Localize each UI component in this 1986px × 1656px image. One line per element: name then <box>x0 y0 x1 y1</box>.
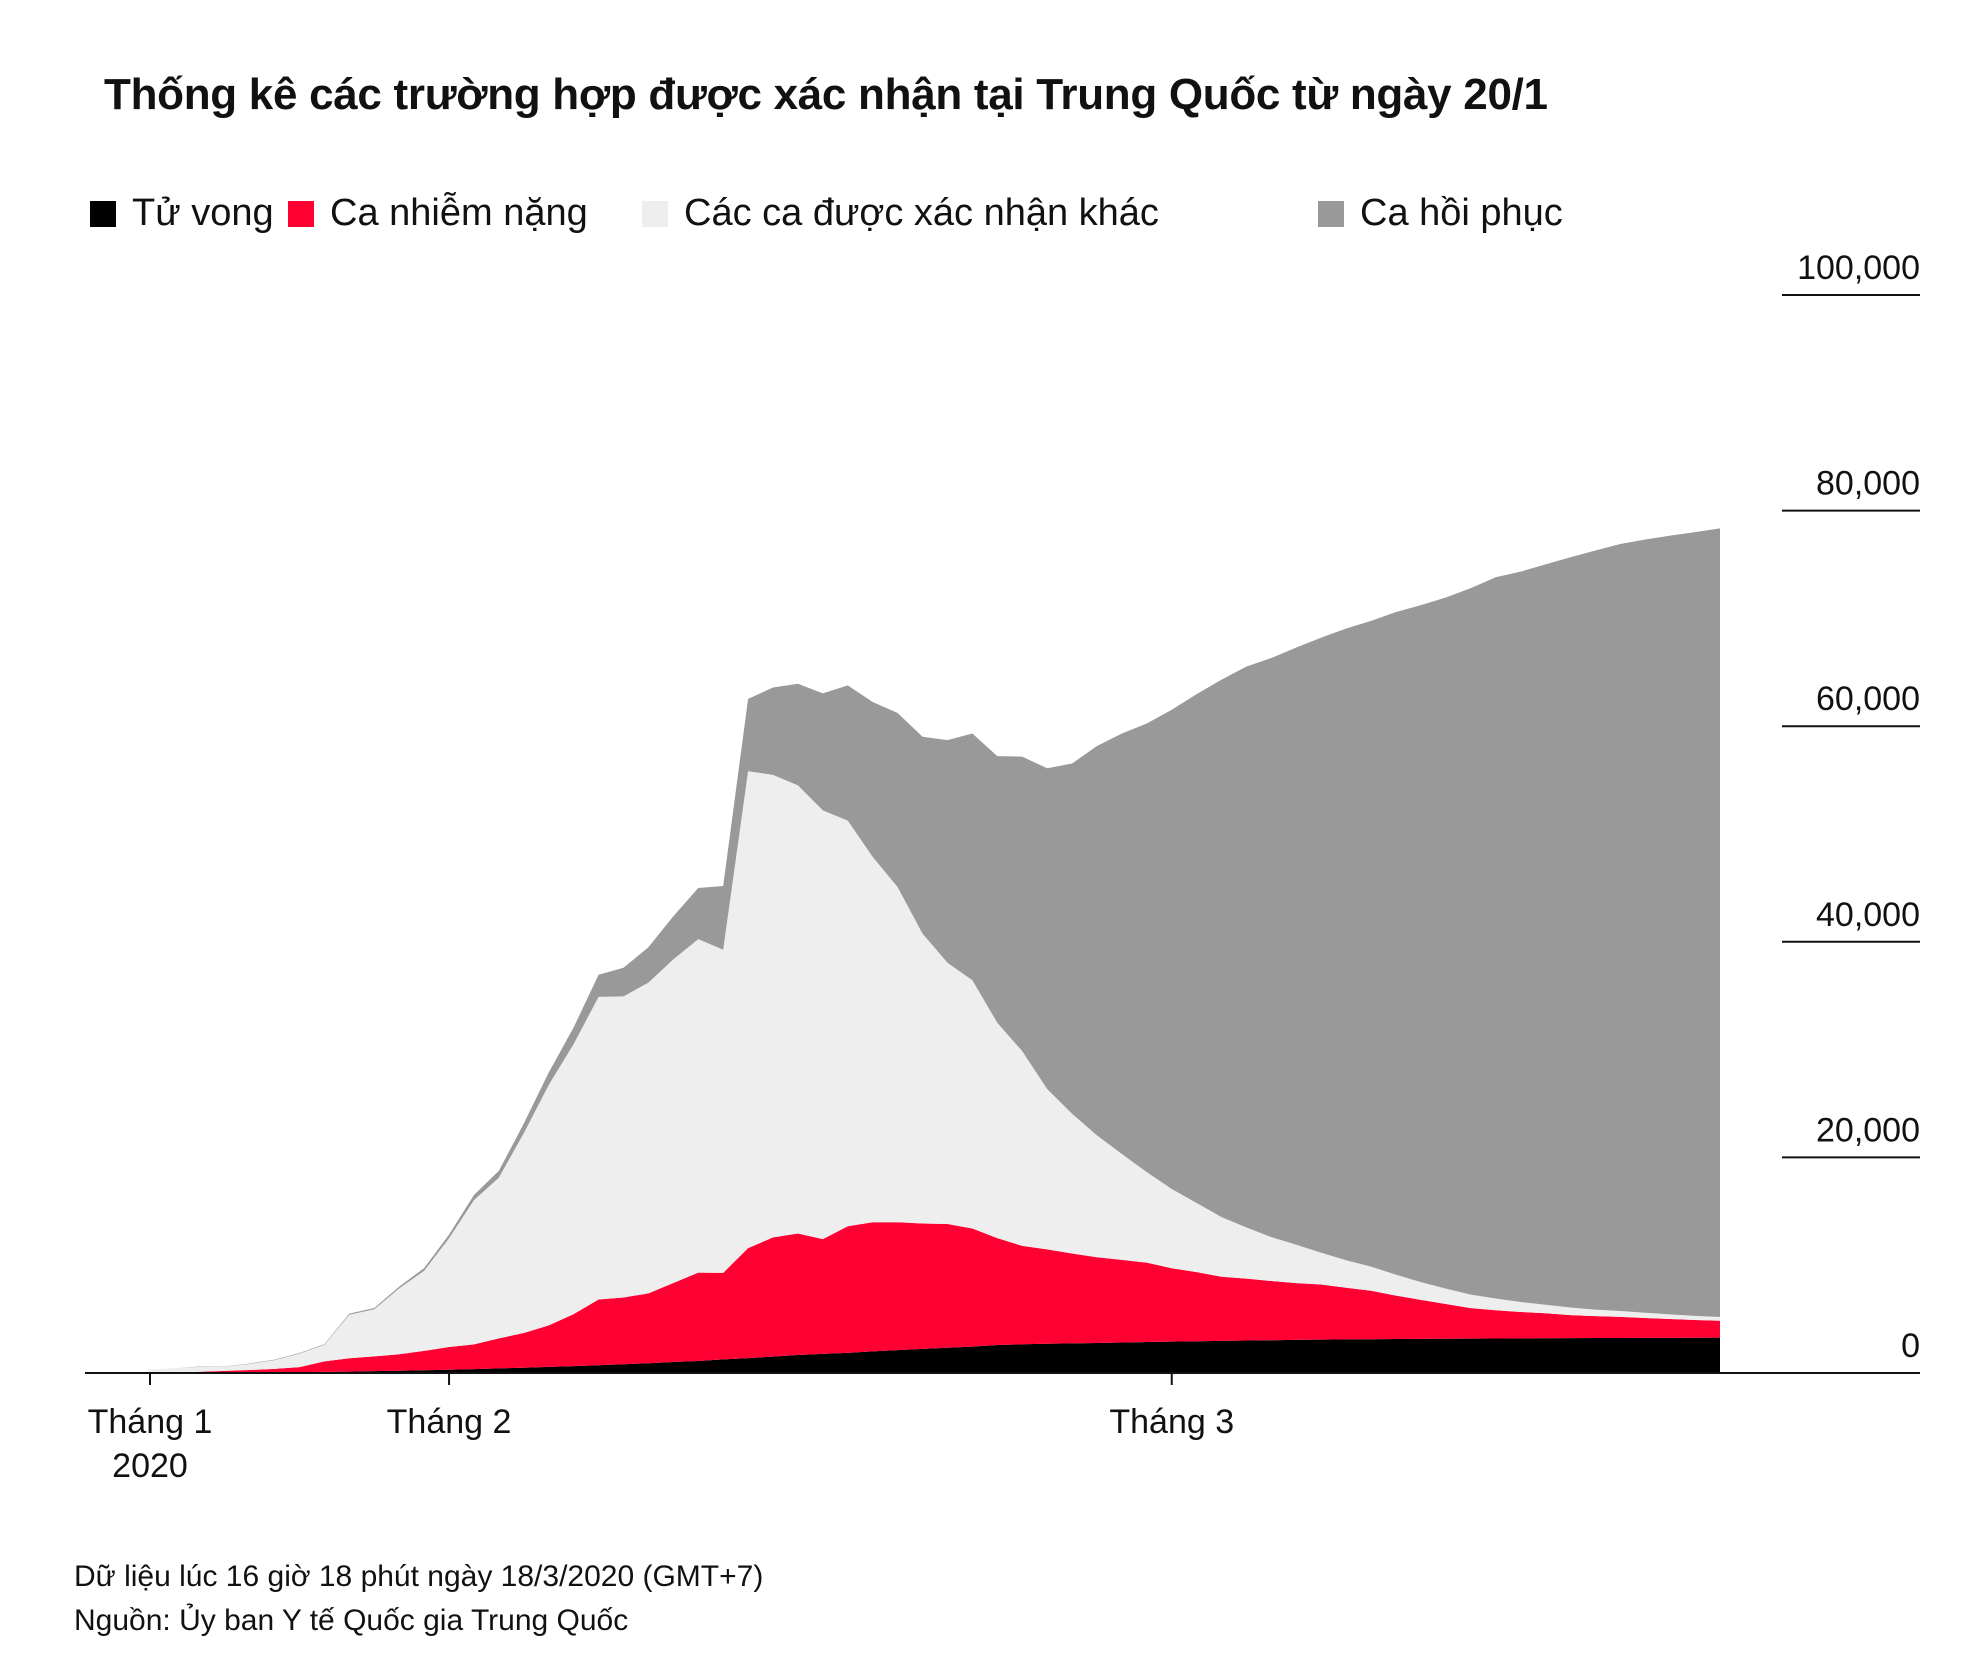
legend-swatch-recovered <box>1318 200 1344 227</box>
footer-source: Nguồn: Ủy ban Y tế Quốc gia Trung Quốc <box>74 1604 629 1637</box>
footer-note: Dữ liệu lúc 16 giờ 18 phút ngày 18/3/202… <box>74 1560 764 1593</box>
y-tick-label: 80,000 <box>1816 465 1920 503</box>
area-severe <box>150 1222 1720 1373</box>
y-tick-label: 20,000 <box>1816 1111 1920 1149</box>
y-tick-label: 0 <box>1901 1327 1920 1365</box>
y-tick-label: 40,000 <box>1816 896 1920 934</box>
area-other-confirmed <box>150 771 1720 1373</box>
legend-swatch-severe <box>288 200 314 227</box>
legend-label-severe: Ca nhiễm nặng <box>330 192 588 234</box>
x-tick-sublabel: 2020 <box>112 1447 188 1485</box>
legend-item-recovered: Ca hồi phục <box>1318 192 1563 235</box>
area-deaths <box>150 1337 1720 1373</box>
legend-swatch-other-confirmed <box>642 200 668 227</box>
legend-item-deaths: Tử vong <box>90 192 274 235</box>
legend-label-deaths: Tử vong <box>132 192 274 234</box>
x-tick-label: Tháng 3 <box>1109 1403 1234 1441</box>
x-tick-label: Tháng 2 <box>387 1403 512 1441</box>
x-tick-label: Tháng 1 <box>88 1403 213 1441</box>
y-tick-label: 100,000 <box>1797 249 1920 287</box>
area-recovered <box>150 528 1720 1370</box>
legend-label-recovered: Ca hồi phục <box>1360 192 1563 234</box>
legend-swatch-deaths <box>90 200 116 227</box>
y-tick-label: 60,000 <box>1816 680 1920 718</box>
legend-item-other-confirmed: Các ca được xác nhận khác <box>642 192 1159 235</box>
legend-label-other-confirmed: Các ca được xác nhận khác <box>684 192 1159 234</box>
chart-title: Thống kê các trường hợp được xác nhận tạ… <box>104 70 1548 119</box>
legend-item-severe: Ca nhiễm nặng <box>288 192 588 235</box>
